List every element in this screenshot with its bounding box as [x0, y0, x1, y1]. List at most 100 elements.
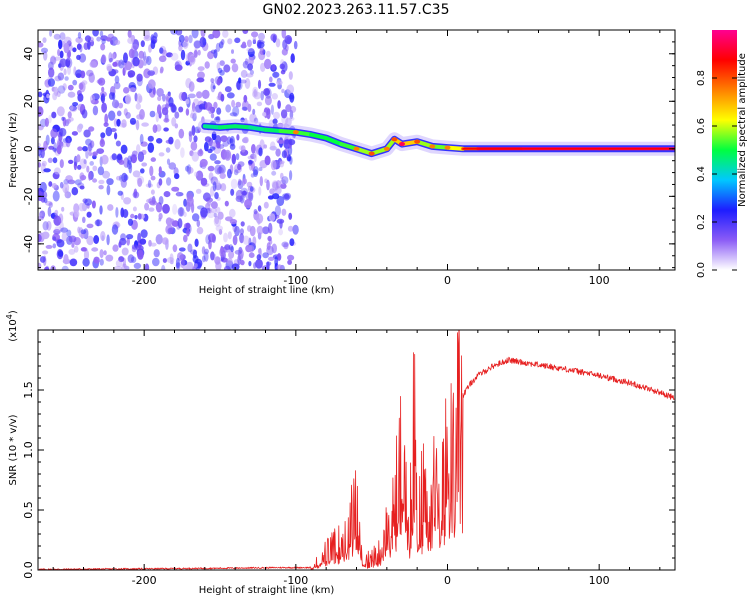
noise-blob: [252, 236, 257, 247]
noise-blob: [224, 244, 231, 251]
noise-blob: [257, 41, 265, 49]
noise-blob: [161, 237, 169, 245]
noise-blob: [54, 226, 62, 232]
noise-blob: [144, 263, 150, 270]
noise-blob: [96, 36, 101, 42]
noise-blob: [43, 197, 48, 204]
noise-blob: [39, 210, 46, 219]
noise-blob: [49, 30, 53, 37]
noise-blob: [244, 78, 251, 89]
noise-blob: [244, 199, 252, 209]
noise-blob: [38, 124, 44, 131]
noise-blob: [116, 118, 121, 127]
noise-blob: [139, 238, 147, 245]
noise-blob: [110, 53, 116, 60]
noise-blob: [153, 249, 160, 258]
noise-blob: [111, 153, 118, 161]
noise-blob: [158, 152, 165, 157]
noise-blob: [38, 42, 44, 48]
noise-blob: [177, 218, 183, 229]
noise-blob: [132, 56, 140, 67]
noise-blob: [132, 39, 139, 50]
noise-blob: [260, 90, 265, 101]
noise-blob: [52, 236, 57, 241]
noise-blob: [238, 77, 242, 84]
noise-blob: [189, 54, 196, 65]
noise-blob: [150, 189, 155, 195]
noise-blob: [200, 177, 208, 186]
noise-blob: [229, 218, 238, 225]
noise-blob: [139, 133, 144, 145]
noise-blob: [99, 30, 104, 37]
noise-blob: [44, 266, 50, 270]
noise-blob: [165, 52, 173, 58]
noise-blob: [213, 101, 218, 109]
noise-blob: [47, 206, 52, 217]
noise-blob: [92, 105, 99, 116]
signal-hotspot: [414, 139, 421, 144]
signal-hotspot: [399, 142, 405, 147]
noise-blob: [279, 63, 285, 70]
noise-blob: [77, 182, 85, 189]
snr-ytick-label: 1.0: [22, 441, 35, 459]
noise-blobs: [38, 30, 299, 270]
noise-blob: [275, 148, 281, 157]
noise-blob: [281, 88, 285, 94]
noise-blob: [103, 122, 109, 127]
noise-blob: [83, 249, 90, 261]
noise-blob: [73, 245, 79, 253]
noise-blob: [181, 91, 188, 102]
spectrogram-xtick-label: -100: [283, 274, 308, 287]
noise-blob: [137, 249, 144, 260]
noise-blob: [39, 212, 43, 219]
noise-blob: [262, 226, 270, 235]
noise-blob: [210, 251, 215, 261]
noise-blob: [158, 166, 162, 174]
noise-blob: [174, 111, 180, 119]
noise-blob: [129, 117, 137, 125]
noise-blob: [287, 254, 295, 261]
noise-blob: [220, 39, 225, 45]
signal-track: [197, 119, 675, 161]
noise-blob: [76, 124, 83, 133]
noise-blob: [147, 142, 155, 153]
noise-blob: [281, 176, 289, 185]
noise-blob: [121, 247, 129, 256]
noise-blob: [171, 104, 177, 113]
noise-blob: [96, 219, 100, 227]
noise-blob: [76, 154, 81, 163]
noise-blob: [157, 95, 162, 102]
noise-blob: [231, 63, 239, 73]
noise-blob: [252, 108, 256, 115]
signal-hotspot: [444, 145, 451, 150]
noise-blob: [81, 247, 87, 252]
noise-blob: [158, 55, 167, 63]
noise-blob: [123, 87, 130, 94]
noise-blob: [193, 40, 202, 49]
noise-blob: [204, 61, 210, 69]
noise-blob: [232, 235, 238, 246]
noise-blob: [135, 93, 143, 104]
noise-blob: [71, 131, 78, 136]
noise-blob: [224, 149, 232, 161]
noise-blob: [195, 170, 204, 181]
snr-xtick-label: -100: [283, 574, 308, 587]
noise-blob: [75, 37, 83, 44]
noise-blob: [269, 76, 273, 83]
noise-blob: [225, 104, 232, 113]
snr-background: [38, 330, 675, 570]
noise-blob: [193, 49, 198, 58]
noise-blob: [194, 171, 198, 177]
noise-blob: [44, 117, 50, 127]
noise-blob: [204, 102, 213, 111]
noise-blob: [84, 35, 92, 42]
noise-blob: [168, 136, 174, 145]
noise-blob: [177, 207, 185, 217]
noise-blob: [286, 36, 292, 45]
noise-blob: [122, 257, 126, 268]
snr-plot-area: -200 -100 0 100 0.0 0.5 1.0 1.5 Height of straig…: [5, 310, 676, 596]
noise-blob: [178, 34, 185, 43]
noise-blob: [127, 37, 135, 44]
noise-blob: [174, 64, 183, 71]
